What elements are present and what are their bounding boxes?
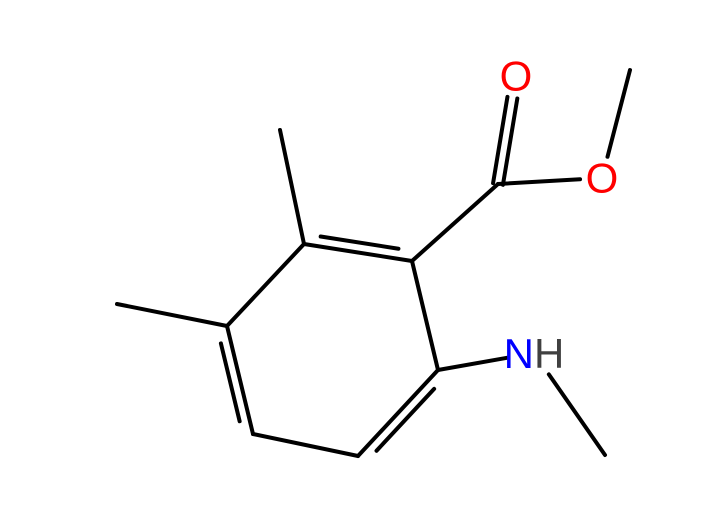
atom-label-N1: NH: [504, 330, 565, 377]
atom-label-O1: O: [500, 53, 533, 100]
molecule-canvas: O O NH: [0, 0, 713, 519]
atom-label-O2: O: [586, 155, 619, 202]
